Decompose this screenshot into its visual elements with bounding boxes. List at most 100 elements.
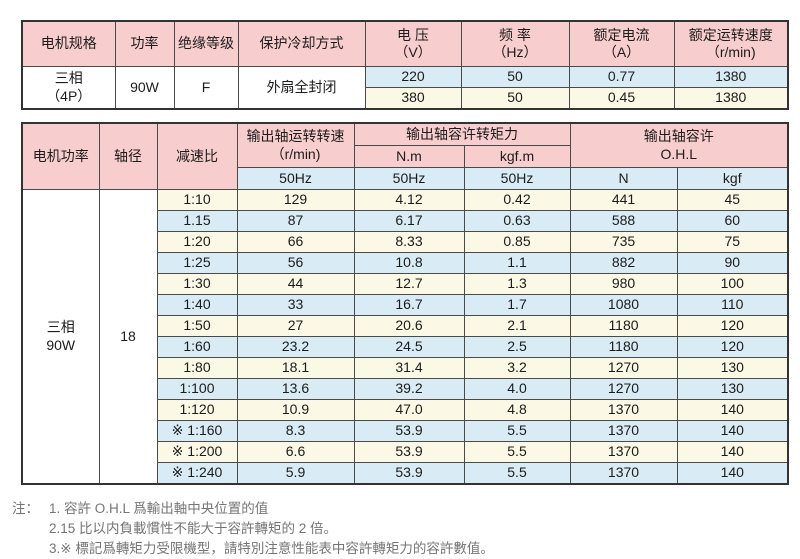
torque-nm-cell: 10.8 — [353, 252, 465, 274]
ohl-kgf-cell: 110 — [676, 294, 789, 316]
ohl-kgf-cell: 140 — [676, 462, 789, 485]
torque-nm-cell: 31.4 — [353, 357, 465, 379]
ohl-n-cell: 1370 — [569, 462, 678, 485]
shaft-diameter-value-cell: 18 — [98, 189, 158, 485]
ohl-kgf-cell: 120 — [676, 315, 789, 337]
rated-speed-cell: 1380 — [673, 66, 789, 88]
col-header-reduction-ratio: 减速比 — [156, 122, 238, 190]
torque-kgfm-cell: 1.1 — [463, 252, 571, 274]
col-header-power: 功率 — [114, 20, 175, 67]
col-header-frequency: 频 率 （Hz） — [460, 20, 570, 67]
output-speed-cell: 10.9 — [236, 399, 355, 421]
torque-kgfm-cell: 3.2 — [463, 357, 571, 379]
col-header-torque-kgfm: kgf.m — [463, 145, 571, 168]
torque-nm-cell: 12.7 — [353, 273, 465, 295]
ohl-kgf-cell: 140 — [676, 399, 789, 421]
notes: 注： 1. 容許 O.H.L 爲輸出軸中央位置的值 2.15 比以内負載慣性不能… — [12, 499, 800, 559]
ohl-n-cell: 1270 — [569, 357, 678, 379]
subheader-nm-50hz: 50Hz — [353, 167, 465, 190]
ohl-kgf-cell: 60 — [676, 210, 789, 232]
motor-model-cell: 三相 （4P） — [21, 66, 116, 110]
output-speed-cell: 27 — [236, 315, 355, 337]
performance-table: 电机功率 轴径 减速比 输出轴运转转速 （r/min) 输出轴容许转矩力 输出轴… — [21, 122, 789, 485]
col-header-rated-speed: 额定运转速度 （r/min) — [673, 20, 789, 67]
ohl-kgf-cell: 120 — [676, 336, 789, 358]
torque-kgfm-cell: 0.42 — [463, 189, 571, 211]
ratio-cell: 1:30 — [156, 273, 238, 295]
ratio-cell: 1:120 — [156, 399, 238, 421]
notes-label: 注： — [12, 501, 39, 516]
ohl-n-cell: 735 — [569, 231, 678, 253]
output-speed-cell: 8.3 — [236, 420, 355, 442]
subheader-ohl-n: N — [569, 167, 678, 190]
power-cell: 90W — [114, 66, 175, 110]
ohl-n-cell: 1180 — [569, 336, 678, 358]
performance-row: 1:100 13.6 39.2 4.0 1270 130 — [22, 378, 789, 400]
torque-kgfm-cell: 2.5 — [463, 336, 571, 358]
voltage-cell: 380 — [364, 87, 462, 110]
performance-header-row-2: N.m kgf.m — [22, 145, 788, 168]
ratio-cell: ※ 1:240 — [156, 462, 238, 485]
performance-row: ※ 1:160 8.3 53.9 5.5 1370 140 — [22, 420, 789, 442]
torque-kgfm-cell: 0.85 — [463, 231, 571, 253]
performance-row: 1:40 33 16.7 1.7 1080 110 — [22, 294, 789, 316]
torque-kgfm-cell: 2.1 — [463, 315, 571, 337]
performance-row: ※ 1:200 6.6 53.9 5.5 1370 140 — [22, 441, 789, 463]
torque-nm-cell: 53.9 — [353, 462, 465, 485]
ohl-n-cell: 1370 — [569, 441, 678, 463]
ohl-n-cell: 1370 — [569, 399, 678, 421]
note-line-3: 3.※ 標記爲轉矩力受限機型，請特別注意性能表中容許轉矩力的容許數值。 — [49, 541, 494, 556]
ratio-cell: 1:20 — [156, 231, 238, 253]
torque-nm-cell: 53.9 — [353, 441, 465, 463]
rated-current-cell: 0.77 — [568, 66, 675, 88]
ratio-cell: 1:50 — [156, 315, 238, 337]
ohl-kgf-cell: 130 — [676, 378, 789, 400]
torque-kgfm-cell: 4.0 — [463, 378, 571, 400]
output-speed-cell: 129 — [236, 189, 355, 211]
subheader-ohl-kgf: kgf — [676, 167, 789, 190]
performance-row: ※ 1:240 5.9 53.9 5.5 1370 140 — [22, 462, 789, 485]
ratio-cell: 1:25 — [156, 252, 238, 274]
ohl-n-cell: 980 — [569, 273, 678, 295]
torque-kgfm-cell: 4.8 — [463, 399, 571, 421]
torque-nm-cell: 6.17 — [353, 210, 465, 232]
col-group-allowable-ohl: 输出轴容许 O.H.L — [569, 122, 789, 168]
ratio-cell: 1:60 — [156, 336, 238, 358]
col-header-shaft-diameter: 轴径 — [98, 122, 158, 190]
output-speed-cell: 13.6 — [236, 378, 355, 400]
performance-row: 三相 90W 18 1:10 129 4.12 0.42 441 45 — [21, 189, 789, 485]
insulation-cell: F — [173, 66, 239, 110]
rated-speed-cell: 1380 — [673, 87, 789, 110]
motor-spec-header-row: 电机规格 功率 绝缘等级 保护冷却方式 电 压 （V） 频 率 （Hz） 额定电… — [21, 20, 789, 67]
col-header-torque-nm: N.m — [353, 145, 465, 168]
output-speed-cell: 87 — [236, 210, 355, 232]
ohl-kgf-cell: 75 — [676, 231, 789, 253]
performance-row: 1:25 56 10.8 1.1 882 90 — [22, 252, 789, 274]
motor-spec-table: 电机规格 功率 绝缘等级 保护冷却方式 电 压 （V） 频 率 （Hz） 额定电… — [21, 20, 789, 110]
torque-nm-cell: 39.2 — [353, 378, 465, 400]
motor-power-value-cell: 三相 90W — [21, 189, 100, 485]
voltage-cell: 220 — [364, 66, 462, 88]
torque-kgfm-cell: 1.3 — [463, 273, 571, 295]
output-speed-cell: 56 — [236, 252, 355, 274]
torque-kgfm-cell: 0.63 — [463, 210, 571, 232]
ratio-cell: 1:10 — [156, 189, 238, 211]
rated-current-cell: 0.45 — [568, 87, 675, 110]
ohl-kgf-cell: 130 — [676, 357, 789, 379]
notes-lines: 1. 容許 O.H.L 爲輸出軸中央位置的值 2.15 比以内負載慣性不能大于容… — [49, 499, 494, 559]
ratio-cell: ※ 1:200 — [156, 441, 238, 463]
torque-nm-cell: 8.33 — [353, 231, 465, 253]
output-speed-cell: 66 — [236, 231, 355, 253]
output-speed-cell: 6.6 — [236, 441, 355, 463]
frequency-cell: 50 — [460, 66, 570, 88]
ratio-cell: 1:100 — [156, 378, 238, 400]
cooling-cell: 外扇全封闭 — [237, 66, 366, 110]
ratio-cell: 1:80 — [156, 357, 238, 379]
torque-kgfm-cell: 1.7 — [463, 294, 571, 316]
col-header-output-speed: 输出轴运转转速 （r/min) — [236, 122, 355, 168]
col-header-motor-power: 电机功率 — [21, 122, 100, 190]
output-speed-cell: 23.2 — [236, 336, 355, 358]
performance-row: 1:120 10.9 47.0 4.8 1370 140 — [22, 399, 789, 421]
output-speed-cell: 44 — [236, 273, 355, 295]
